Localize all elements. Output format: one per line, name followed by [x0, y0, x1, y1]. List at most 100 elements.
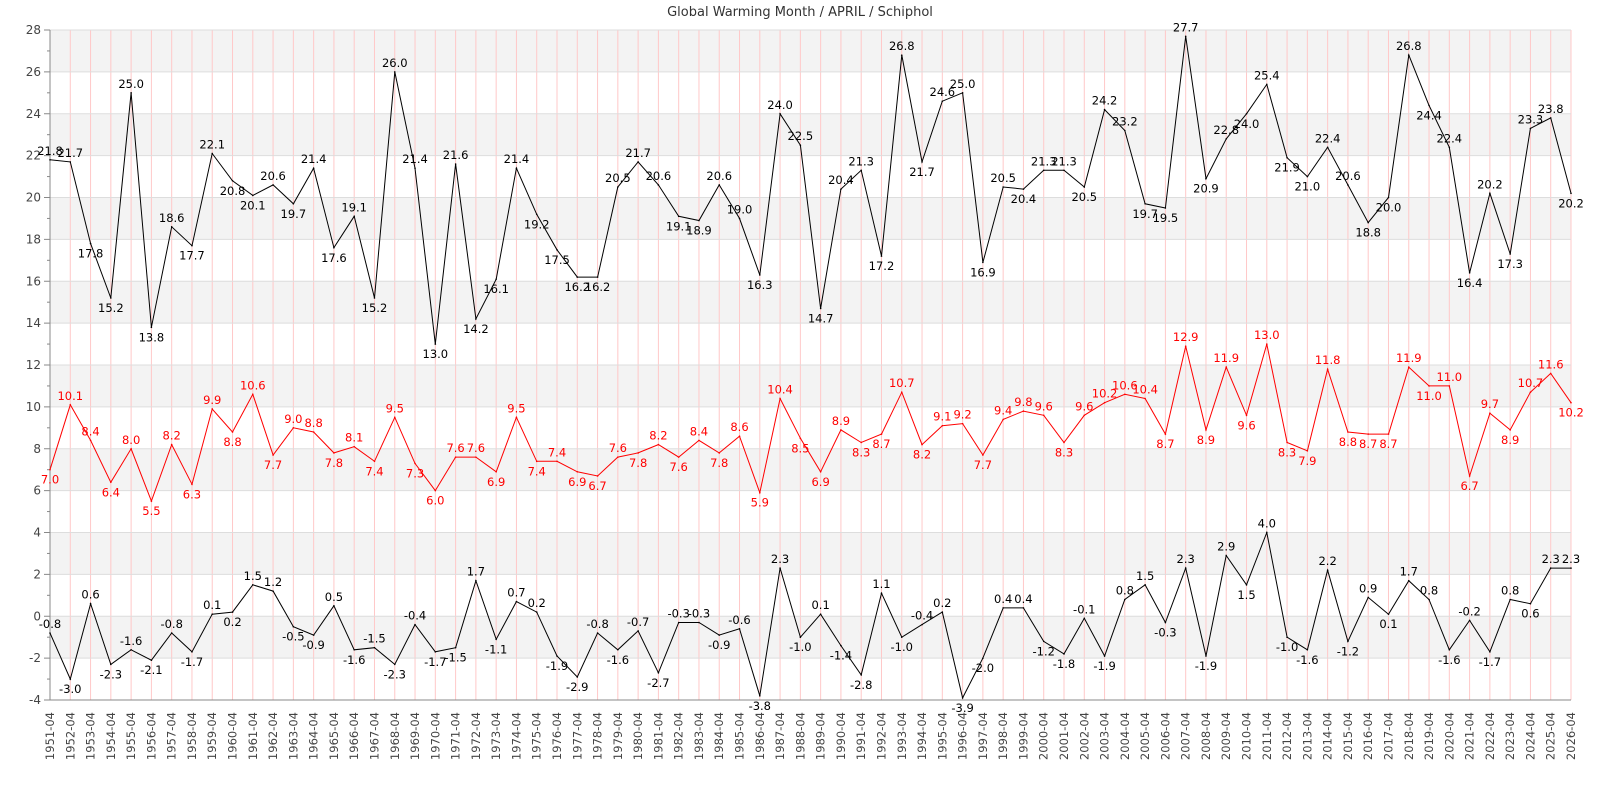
series-line-min [49, 530, 1571, 700]
data-point-max [454, 163, 457, 165]
data-point-max [1083, 186, 1086, 188]
data-point-min [779, 567, 781, 569]
data-point-max [170, 226, 173, 228]
data-label-max: 27.7 [1173, 20, 1199, 34]
data-label-max: 21.4 [402, 152, 428, 166]
data-label-max: 23.3 [1518, 112, 1544, 126]
data-point-mean [1428, 385, 1430, 387]
data-label-max: 24.0 [1234, 117, 1260, 131]
data-label-mean: 7.6 [446, 441, 464, 455]
data-label-mean: 10.4 [1132, 383, 1158, 397]
data-label-mean: 13.0 [1254, 328, 1280, 342]
data-label-mean: 10.4 [767, 383, 793, 397]
data-label-min: -1.6 [120, 634, 142, 648]
data-point-mean [1570, 401, 1572, 404]
data-label-min: 0.2 [933, 596, 951, 610]
data-point-min [1306, 648, 1309, 651]
data-point-max [1407, 54, 1410, 56]
data-label-max: 17.2 [869, 259, 895, 273]
x-tick-label: 2010-04 [1240, 712, 1254, 760]
data-point-max [718, 184, 721, 186]
data-labels: 21.821.717.815.225.013.818.617.722.120.8… [37, 20, 1584, 715]
data-label-mean: 7.8 [629, 456, 647, 470]
data-point-max [921, 161, 923, 163]
data-label-mean: 8.8 [223, 435, 241, 449]
data-point-mean [1286, 441, 1288, 444]
data-label-min: -1.9 [1195, 659, 1217, 673]
data-label-mean: 6.4 [102, 485, 120, 499]
data-label-max: 13.8 [139, 330, 165, 344]
data-label-mean: 8.7 [872, 437, 890, 451]
data-label-max: 26.8 [1396, 39, 1422, 53]
data-label-max: 24.4 [1416, 108, 1442, 122]
data-label-max: 21.4 [301, 152, 327, 166]
data-point-max [1184, 35, 1187, 38]
data-point-max [1306, 175, 1309, 178]
data-label-mean: 12.9 [1173, 330, 1199, 344]
data-point-mean [1063, 441, 1065, 444]
data-label-max: 20.1 [240, 198, 266, 212]
y-tick-label: 4 [33, 526, 41, 540]
data-point-min [373, 646, 376, 649]
y-tick-label: 2 [33, 567, 41, 581]
data-label-min: 1.7 [467, 565, 485, 579]
data-label-mean: 8.5 [791, 441, 809, 455]
x-tick-label: 2026-04 [1564, 712, 1578, 760]
data-point-min [1022, 607, 1025, 609]
data-point-mean [921, 443, 923, 446]
x-tick-label: 1968-04 [388, 712, 402, 760]
data-label-max: 21.7 [909, 165, 935, 179]
data-label-max: 20.9 [1193, 182, 1219, 196]
data-point-min [1286, 636, 1288, 638]
x-tick-label: 1980-04 [631, 712, 645, 760]
data-point-min [1042, 640, 1045, 643]
data-label-min: -1.6 [1296, 653, 1318, 667]
data-point-max [617, 186, 619, 188]
data-label-mean: 11.0 [1416, 389, 1442, 403]
data-point-max [130, 92, 132, 94]
data-point-mean [1124, 393, 1126, 396]
data-label-min: -0.8 [586, 617, 608, 631]
y-tick-label: 22 [26, 149, 41, 163]
grid-band [50, 197, 1571, 240]
data-label-mean: 6.7 [588, 479, 606, 493]
x-tick-label: 1997-04 [976, 712, 990, 760]
x-tick-label: 1992-04 [874, 712, 888, 760]
data-label-mean: 9.7 [1481, 397, 1499, 411]
data-label-max: 21.3 [848, 154, 874, 168]
x-tick-label: 2002-04 [1077, 712, 1091, 760]
data-label-max: 18.6 [159, 211, 185, 225]
data-point-max [596, 276, 599, 278]
data-label-max: 17.6 [321, 251, 347, 265]
data-point-min [718, 634, 721, 636]
data-point-mean [819, 470, 822, 473]
data-label-mean: 8.2 [649, 429, 667, 443]
data-point-max [1205, 177, 1207, 180]
data-label-mean: 7.6 [609, 441, 627, 455]
data-point-min [110, 663, 112, 666]
data-point-max [1468, 272, 1471, 274]
x-tick-label: 1958-04 [185, 712, 199, 760]
data-point-mean [1448, 385, 1451, 387]
grid-band [50, 30, 1571, 72]
x-tick-label: 2020-04 [1442, 712, 1456, 760]
data-point-mean [596, 475, 599, 477]
y-tick-label: 0 [33, 609, 41, 623]
x-tick-label: 2011-04 [1260, 712, 1274, 760]
data-point-min [130, 648, 132, 651]
data-label-max: 21.3 [1051, 154, 1077, 168]
data-label-mean: 9.6 [1035, 399, 1053, 413]
x-tick-label: 1970-04 [428, 712, 442, 760]
data-label-min: -2.3 [384, 667, 406, 681]
data-label-min: -1.9 [546, 659, 568, 673]
data-label-min: -3.9 [951, 701, 973, 715]
x-tick-label: 1998-04 [996, 712, 1010, 760]
data-point-max [150, 326, 153, 329]
x-tick-label: 1999-04 [1016, 712, 1030, 760]
x-tick-label: 1972-04 [469, 712, 483, 760]
data-label-max: 14.7 [808, 311, 834, 325]
x-tick-label: 1964-04 [307, 712, 321, 760]
data-label-mean: 6.9 [568, 475, 586, 489]
data-point-min [1529, 602, 1532, 605]
data-point-min [1326, 569, 1329, 571]
